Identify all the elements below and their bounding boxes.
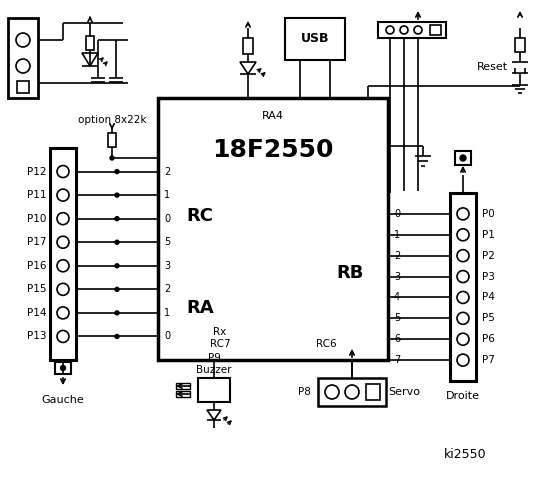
Circle shape — [115, 193, 119, 197]
Text: P13: P13 — [27, 332, 46, 341]
Text: Servo: Servo — [388, 387, 420, 397]
Bar — [86, 36, 94, 50]
Bar — [17, 81, 29, 93]
Bar — [108, 133, 116, 147]
Text: 3: 3 — [164, 261, 170, 271]
Circle shape — [115, 169, 119, 174]
Text: 1: 1 — [164, 308, 170, 318]
Text: P17: P17 — [27, 237, 46, 247]
Circle shape — [460, 155, 466, 161]
Text: Reset: Reset — [477, 62, 508, 72]
Bar — [8, 18, 38, 98]
Text: RC6: RC6 — [316, 339, 336, 349]
Text: RB: RB — [336, 264, 364, 282]
Circle shape — [115, 288, 119, 291]
Bar — [55, 362, 71, 374]
Bar — [198, 378, 230, 402]
Bar — [450, 193, 476, 381]
Bar — [176, 383, 190, 389]
Bar — [455, 151, 471, 165]
Bar — [515, 38, 525, 52]
Text: Gauche: Gauche — [41, 395, 85, 405]
Text: 5: 5 — [164, 237, 170, 247]
Text: P0: P0 — [482, 209, 495, 219]
Text: 1: 1 — [394, 230, 400, 240]
Text: USB: USB — [301, 33, 329, 46]
Text: RC: RC — [186, 207, 213, 225]
Text: RA: RA — [186, 299, 214, 317]
Bar — [176, 391, 190, 397]
Circle shape — [60, 365, 65, 371]
Text: 2: 2 — [394, 251, 400, 261]
Bar — [366, 384, 380, 400]
Text: P16: P16 — [27, 261, 46, 271]
Text: P3: P3 — [482, 272, 495, 282]
Text: 0: 0 — [394, 209, 400, 219]
Bar — [50, 148, 76, 360]
Text: 6: 6 — [394, 334, 400, 344]
Text: P7: P7 — [482, 355, 495, 365]
Text: 18F2550: 18F2550 — [212, 138, 334, 162]
Text: P14: P14 — [27, 308, 46, 318]
Bar — [285, 18, 345, 60]
Bar — [318, 378, 386, 406]
Bar — [243, 38, 253, 54]
Text: P1: P1 — [482, 230, 495, 240]
Circle shape — [110, 156, 114, 160]
Text: P15: P15 — [27, 284, 46, 294]
Text: P5: P5 — [482, 313, 495, 324]
Text: Buzzer: Buzzer — [196, 365, 232, 375]
Text: 4: 4 — [394, 292, 400, 302]
Text: P2: P2 — [482, 251, 495, 261]
Text: 2: 2 — [164, 167, 170, 177]
Text: 0: 0 — [164, 214, 170, 224]
Text: RC7: RC7 — [210, 339, 230, 349]
Text: 3: 3 — [394, 272, 400, 282]
Text: P4: P4 — [482, 292, 495, 302]
Bar — [378, 22, 446, 38]
Text: RA4: RA4 — [262, 111, 284, 121]
Bar — [158, 98, 388, 360]
Text: 5: 5 — [394, 313, 400, 324]
Text: Droite: Droite — [446, 391, 480, 401]
Text: P11: P11 — [27, 190, 46, 200]
Bar — [430, 25, 441, 35]
Text: 7: 7 — [394, 355, 400, 365]
Circle shape — [115, 216, 119, 221]
Text: P10: P10 — [27, 214, 46, 224]
Text: option 8x22k: option 8x22k — [78, 115, 146, 125]
Text: P12: P12 — [27, 167, 46, 177]
Text: 1: 1 — [164, 190, 170, 200]
Text: Rx: Rx — [213, 327, 227, 337]
Text: P6: P6 — [482, 334, 495, 344]
Circle shape — [115, 335, 119, 338]
Text: 0: 0 — [164, 332, 170, 341]
Text: P8: P8 — [298, 387, 310, 397]
Circle shape — [115, 240, 119, 244]
Text: ki2550: ki2550 — [444, 448, 486, 461]
Circle shape — [115, 264, 119, 268]
Text: P9: P9 — [207, 353, 221, 363]
Text: 2: 2 — [164, 284, 170, 294]
Circle shape — [115, 311, 119, 315]
